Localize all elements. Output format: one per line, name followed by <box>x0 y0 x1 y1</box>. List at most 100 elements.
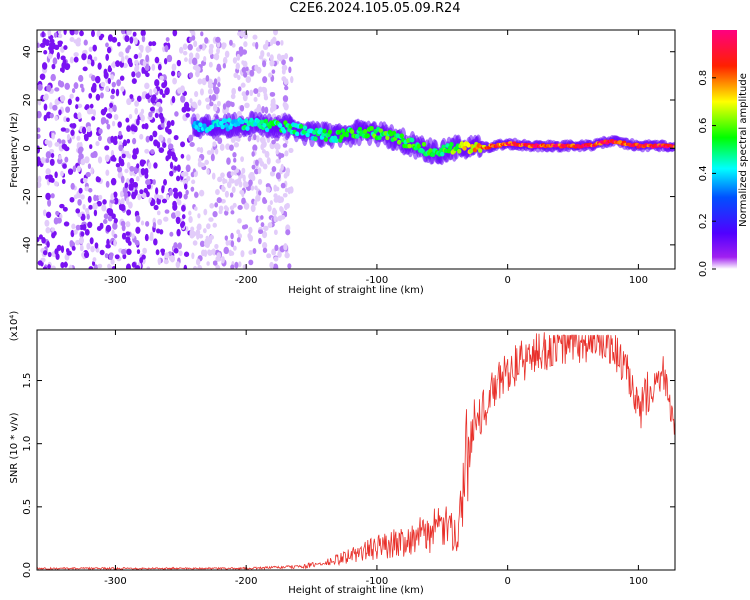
noise-speckle <box>144 167 149 175</box>
noise-speckle <box>230 210 235 215</box>
noise-speckle <box>61 178 66 184</box>
noise-speckle <box>214 202 219 208</box>
noise-speckle <box>257 167 262 174</box>
noise-speckle <box>107 67 113 73</box>
noise-speckle <box>188 72 194 79</box>
colorbar-gradient <box>712 30 737 269</box>
noise-speckle <box>111 81 116 88</box>
noise-speckle <box>165 194 170 201</box>
noise-speckle <box>47 199 52 207</box>
noise-speckle <box>107 46 112 54</box>
noise-speckle <box>63 116 68 123</box>
noise-speckle <box>283 78 289 85</box>
noise-speckle <box>131 71 136 78</box>
noise-speckle <box>240 30 245 38</box>
noise-speckle <box>132 137 137 145</box>
noise-speckle <box>273 193 278 199</box>
noise-speckle <box>224 50 230 58</box>
ridge-cell <box>209 124 215 130</box>
noise-speckle <box>265 39 269 47</box>
noise-speckle <box>126 161 131 169</box>
noise-speckle <box>235 168 239 173</box>
noise-speckle <box>262 198 268 205</box>
noise-speckle <box>139 189 144 195</box>
noise-speckle <box>63 30 67 36</box>
noise-speckle <box>73 56 79 63</box>
noise-speckle <box>269 91 276 97</box>
noise-speckle <box>44 219 50 227</box>
noise-speckle <box>112 222 118 230</box>
ridge-cell <box>294 131 300 137</box>
noise-speckle <box>90 167 94 175</box>
noise-speckle <box>250 204 256 213</box>
noise-speckle <box>90 152 96 159</box>
noise-speckle <box>40 156 46 164</box>
noise-speckle <box>126 125 131 132</box>
noise-speckle <box>270 38 276 44</box>
ridge-cell <box>322 128 327 134</box>
noise-speckle <box>225 100 232 108</box>
noise-speckle <box>191 252 195 260</box>
noise-speckle <box>253 88 259 94</box>
ridge-cell <box>365 133 370 139</box>
noise-speckle <box>54 171 58 179</box>
noise-speckle <box>54 87 60 92</box>
noise-speckle <box>173 166 179 171</box>
noise-speckle <box>51 232 56 239</box>
noise-speckle <box>181 204 186 212</box>
noise-speckle <box>243 180 248 189</box>
noise-speckle <box>258 55 264 60</box>
noise-speckle <box>128 114 133 120</box>
noise-speckle <box>225 240 230 246</box>
noise-speckle <box>290 76 294 84</box>
noise-speckle <box>154 112 159 119</box>
noise-speckle <box>183 251 190 257</box>
noise-speckle <box>119 75 125 81</box>
noise-speckle <box>265 183 271 189</box>
noise-speckle <box>278 152 282 160</box>
noise-speckle <box>142 247 147 254</box>
noise-speckle <box>87 195 92 203</box>
noise-speckle <box>105 53 110 61</box>
ridge-cell <box>369 125 374 131</box>
noise-speckle <box>262 60 267 68</box>
noise-speckle <box>131 78 137 84</box>
noise-speckle <box>135 265 141 269</box>
noise-speckle <box>41 237 46 244</box>
noise-speckle <box>173 134 179 141</box>
x-tick-label: -100 <box>366 275 389 286</box>
noise-speckle <box>100 81 106 88</box>
noise-speckle <box>194 90 199 98</box>
noise-speckle <box>130 124 136 132</box>
noise-speckle <box>76 135 81 141</box>
noise-speckle <box>57 80 62 87</box>
noise-speckle <box>193 40 198 48</box>
noise-speckle <box>145 135 150 143</box>
noise-speckle <box>153 139 159 147</box>
noise-speckle <box>90 245 95 253</box>
noise-speckle <box>37 236 40 243</box>
snr-series-line <box>37 332 675 570</box>
ridge-cell <box>438 147 444 153</box>
noise-speckle <box>230 264 235 269</box>
noise-speckle <box>80 231 85 237</box>
noise-speckle <box>255 41 259 50</box>
noise-speckle <box>183 264 188 269</box>
noise-speckle <box>143 187 148 194</box>
noise-speckle <box>67 168 74 175</box>
noise-speckle <box>141 159 147 165</box>
noise-speckle <box>260 222 265 228</box>
noise-speckle <box>269 200 273 206</box>
noise-speckle <box>42 37 47 45</box>
noise-speckle <box>99 222 104 230</box>
noise-speckle <box>262 241 268 249</box>
noise-speckle <box>271 69 276 74</box>
noise-speckle <box>144 82 150 90</box>
noise-speckle <box>196 223 202 229</box>
noise-speckle <box>90 59 95 67</box>
noise-speckle <box>139 257 144 264</box>
noise-speckle <box>156 228 161 234</box>
noise-speckle <box>212 141 217 147</box>
noise-speckle <box>273 229 278 236</box>
noise-speckle <box>96 200 102 207</box>
